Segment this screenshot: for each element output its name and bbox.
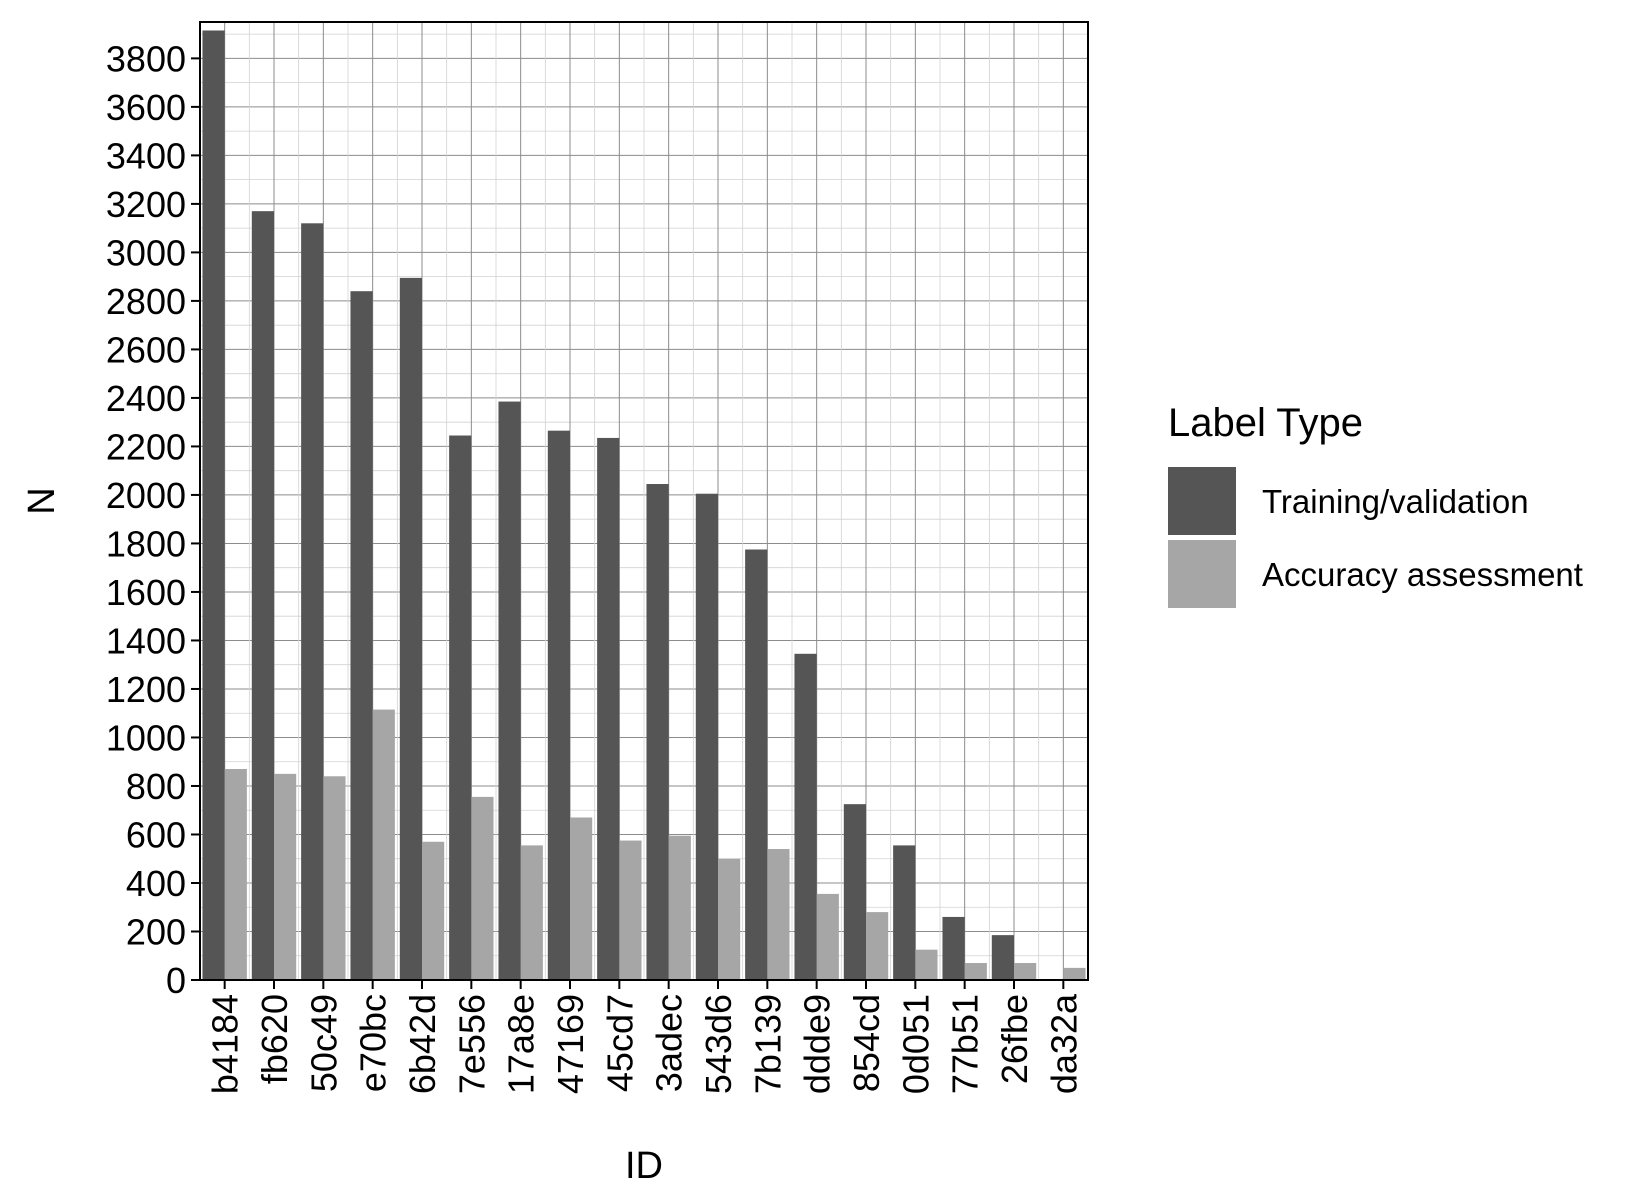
- y-tick-label: 600: [126, 814, 186, 855]
- bar-training-validation-50c49: [301, 223, 324, 980]
- bar-accuracy-assessment-854cd: [866, 912, 889, 980]
- y-tick-label: 1800: [106, 523, 186, 564]
- bar-training-validation-26fbe: [991, 935, 1014, 980]
- legend-swatch-accuracy-assessment: [1168, 540, 1236, 608]
- bar-accuracy-assessment-26fbe: [1014, 963, 1037, 980]
- bar-training-validation-6b42d: [399, 277, 422, 981]
- bar-accuracy-assessment-45cd7: [619, 840, 642, 980]
- y-tick-label: 3200: [106, 184, 186, 225]
- bar-accuracy-assessment-543d6: [718, 858, 741, 980]
- y-tick-label: 0: [166, 960, 186, 1001]
- y-axis-title: N: [21, 487, 63, 514]
- bar-accuracy-assessment-7e556: [471, 796, 494, 980]
- x-tick-label: 77b51: [945, 994, 986, 1094]
- y-tick-label: 1600: [106, 572, 186, 613]
- legend-label-training-validation: Training/validation: [1262, 483, 1529, 520]
- y-tick-label: 2600: [106, 329, 186, 370]
- y-tick-label: 800: [126, 766, 186, 807]
- y-tick-label: 400: [126, 863, 186, 904]
- y-axis: 0 200 400 600 800 1000 1200 1400 1600 1800 2000 220…: [106, 38, 200, 1001]
- x-tick-label: 17a8e: [501, 994, 542, 1094]
- bar-training-validation-ddde9: [794, 653, 817, 980]
- y-tick-label: 2400: [106, 378, 186, 419]
- bar-training-validation-77b51: [942, 916, 965, 980]
- x-tick-label: 543d6: [698, 994, 739, 1094]
- bar-accuracy-assessment-e70bc: [372, 709, 395, 980]
- bar-training-validation-b4184: [202, 30, 225, 981]
- bar-training-validation-7e556: [449, 435, 472, 980]
- y-tick-label: 2800: [106, 281, 186, 322]
- bar-training-validation-47169: [547, 430, 570, 980]
- x-tick-label: fb620: [254, 994, 295, 1084]
- legend-label-accuracy-assessment: Accuracy assessment: [1262, 556, 1583, 593]
- x-tick-label: ddde9: [797, 994, 838, 1094]
- bar-training-validation-e70bc: [350, 291, 373, 981]
- x-tick-label: 6b42d: [402, 994, 443, 1094]
- bar-training-validation-7b139: [745, 549, 768, 980]
- legend-swatch-training-validation: [1168, 467, 1236, 535]
- bar-accuracy-assessment-da32a: [1063, 967, 1086, 980]
- y-tick-label: 1000: [106, 717, 186, 758]
- x-tick-label: 3adec: [649, 994, 690, 1092]
- y-tick-label: 3000: [106, 232, 186, 273]
- bar-accuracy-assessment-17a8e: [520, 845, 543, 980]
- y-tick-label: 1400: [106, 620, 186, 661]
- bar-training-validation-854cd: [843, 804, 866, 980]
- y-tick-label: 2200: [106, 426, 186, 467]
- x-tick-label: 50c49: [303, 994, 344, 1092]
- legend-title: Label Type: [1168, 401, 1363, 445]
- bar-accuracy-assessment-0d051: [915, 949, 938, 980]
- x-tick-label: 26fbe: [994, 994, 1035, 1084]
- x-tick-label: da32a: [1043, 993, 1084, 1094]
- bar-training-validation-3adec: [646, 484, 669, 980]
- x-tick-label: 7b139: [747, 994, 788, 1094]
- x-tick-label: e70bc: [353, 994, 394, 1092]
- x-tick-label: 47169: [550, 994, 591, 1094]
- bar-accuracy-assessment-b4184: [224, 768, 247, 980]
- y-tick-label: 3600: [106, 87, 186, 128]
- bar-accuracy-assessment-7b139: [767, 849, 790, 980]
- grid: [200, 22, 1088, 981]
- bar-accuracy-assessment-ddde9: [816, 893, 839, 980]
- x-tick-label: 7e556: [451, 994, 492, 1094]
- bar-training-validation-0d051: [893, 845, 916, 980]
- plot-border: [199, 21, 1089, 981]
- bar-accuracy-assessment-3adec: [668, 835, 691, 980]
- x-tick-label: 854cd: [846, 994, 887, 1092]
- bar-accuracy-assessment-6b42d: [422, 841, 445, 980]
- y-tick-label: 3800: [106, 38, 186, 79]
- x-axis: b4184 fb620 50c49 e70bc 6b42d 7e556 17a8e 47169…: [205, 980, 1084, 1094]
- x-tick-label: 0d051: [895, 994, 936, 1094]
- bar-accuracy-assessment-77b51: [964, 963, 987, 980]
- bar-accuracy-assessment-47169: [570, 817, 593, 980]
- y-tick-label: 1200: [106, 669, 186, 710]
- bar-accuracy-assessment-50c49: [323, 776, 346, 980]
- y-tick-label: 3400: [106, 135, 186, 176]
- bars: [202, 30, 1086, 981]
- x-tick-label: b4184: [205, 994, 246, 1094]
- x-tick-label: 45cd7: [599, 994, 640, 1092]
- bar-training-validation-17a8e: [498, 401, 521, 980]
- bar-training-validation-fb620: [251, 211, 274, 980]
- y-tick-label: 2000: [106, 475, 186, 516]
- y-tick-label: 200: [126, 911, 186, 952]
- legend: Label Type Training/validation Accuracy …: [1168, 401, 1583, 608]
- bar-training-validation-45cd7: [597, 437, 620, 980]
- x-axis-title: ID: [625, 1145, 663, 1187]
- bar-accuracy-assessment-fb620: [274, 773, 297, 980]
- bar-training-validation-543d6: [695, 493, 718, 980]
